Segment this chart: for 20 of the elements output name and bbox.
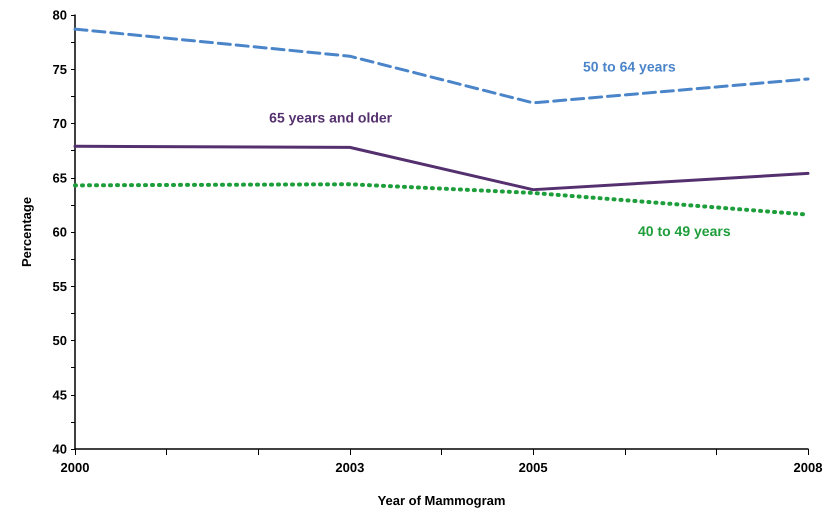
line-series <box>74 28 810 104</box>
y-tick-label: 40 <box>52 442 67 456</box>
y-tick-label: 55 <box>52 278 67 294</box>
line-series <box>74 144 810 192</box>
x-tick-label: 2005 <box>518 460 548 475</box>
y-axis-title: Percentage <box>19 196 34 268</box>
y-tick-label: 70 <box>52 116 67 131</box>
y-tick-label: 60 <box>52 224 67 240</box>
y-tick-label: 80 <box>52 8 67 22</box>
series-label: 65 years and older <box>269 109 393 126</box>
x-tick-label: 2003 <box>335 460 364 475</box>
y-tick-label: 45 <box>52 387 67 402</box>
series-label: 40 to 49 years <box>638 222 731 239</box>
x-tick-label: 2008 <box>794 460 822 475</box>
y-tick-label: 65 <box>52 170 67 186</box>
x-tick-label: 2000 <box>60 460 90 475</box>
x-axis-title: Year of Mammogram <box>378 493 506 508</box>
y-tick-label: 75 <box>52 62 67 77</box>
y-tick-label: 50 <box>52 333 67 348</box>
series-label: 50 to 64 years <box>583 58 676 75</box>
